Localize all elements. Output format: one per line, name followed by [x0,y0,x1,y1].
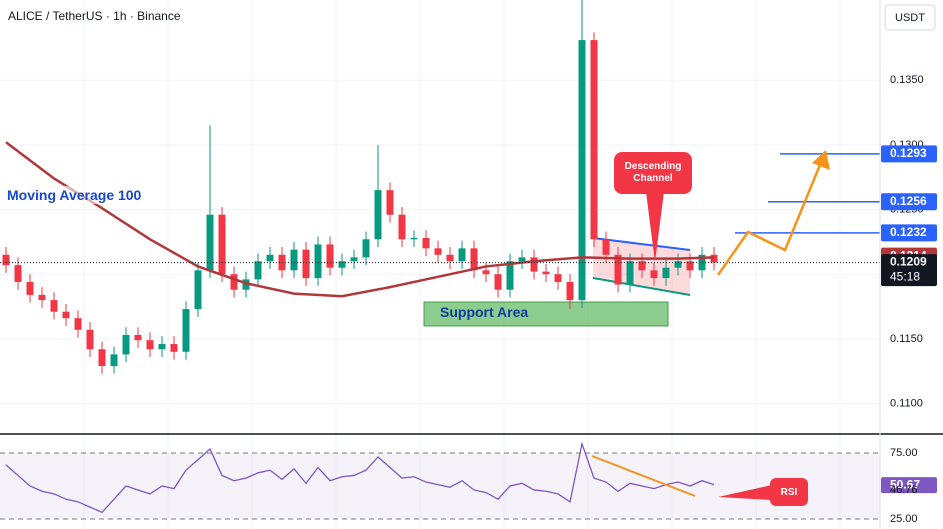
candle-body [410,237,418,240]
candle-body [674,261,682,268]
candle-body [74,318,82,330]
rsi-tag [881,477,937,494]
candle-body [38,294,46,301]
price-tag [881,224,937,242]
candle-body [14,265,22,282]
candle-body [194,270,202,310]
candle-body [518,257,526,262]
candle-body [362,239,370,258]
chart-title: ALICE / TetherUS · 1h · Binance [8,9,181,23]
candle-body [302,249,310,279]
y-tick-label: 0.1100 [890,397,923,409]
candle-body [494,274,502,290]
support-area [423,301,669,327]
moving-average [5,141,715,298]
candle-body [182,309,190,352]
y-tick-label: 0.1350 [890,74,924,86]
candle-body [482,270,490,275]
candle-body [254,261,262,280]
countdown: 45:18 [890,270,920,284]
candle-body [146,340,154,350]
ma-label: Moving Average 100 [4,186,145,204]
candle-body [470,248,478,271]
candle-body [650,270,658,279]
candle-body [206,214,214,271]
projection-arrow [716,159,824,276]
rsi-label: 75.00 [890,447,918,459]
grid [0,0,880,529]
currency-box[interactable] [884,4,936,31]
price-tag [881,193,937,211]
candle-body [86,329,94,350]
channel-callout: Descending Channel [614,152,692,194]
candle-body [230,274,238,290]
candle-body [638,261,646,271]
candle-body [602,239,610,255]
candle-body [26,281,34,295]
candle-body [338,261,346,268]
candle-body [2,254,10,266]
candle-body [134,334,142,341]
y-tick-label: 0.1150 [890,333,923,345]
candle-body [386,190,394,215]
candle-body [422,237,430,249]
callout-pointer [646,192,664,262]
candle-body [50,300,58,312]
candle-body [614,254,622,285]
price-tag-label: 0.1232 [890,225,927,239]
candle-body [326,244,334,268]
price-tag [881,145,937,163]
price-tag-label: 0.1209 [890,255,927,269]
candle-body [662,267,670,279]
candle-body [62,311,70,319]
candle-body [218,214,226,275]
rsi-label: 25.00 [890,513,918,525]
candle-body [458,248,466,262]
candle-body [554,274,562,282]
candle-body [170,344,178,352]
candle-body [434,248,442,255]
channel-bottom [592,277,691,296]
price-tag-label: 0.1293 [890,146,927,160]
candle-body [686,261,694,271]
candle-body [578,40,586,301]
candle-body [398,214,406,240]
candle-body [122,334,130,355]
candle-body [446,254,454,262]
rsi-pointer [718,485,772,500]
candle-body [542,271,550,275]
candles [2,0,718,514]
rsi-label: 46.76 [890,484,918,496]
candle-body [110,354,118,367]
price-tag [881,254,937,287]
price-tag-label: 0.1256 [890,194,927,208]
candle-body [290,249,298,271]
levels [0,153,880,264]
support-label: Support Area [440,304,529,320]
rsi-callout: RSI [770,478,808,506]
candle-body [350,257,358,262]
candle-body [530,257,538,272]
arrow-head [812,150,830,170]
candle-body [242,279,250,290]
divergence-line [591,455,696,497]
candle-body [266,254,274,262]
candle-body [566,281,574,301]
candle-body [374,190,382,240]
candle-body [314,244,322,279]
candle-body [158,344,166,350]
currency: USDT [895,12,925,24]
price-scale: 0.11000.11500.12000.12500.13000.13500.12… [881,74,937,525]
candle-body [590,40,598,240]
rsi-line [5,441,715,514]
candle-body [710,254,718,263]
candle-body [98,349,106,367]
candle-body [626,261,634,285]
candle-body [506,261,514,290]
rsi-band [0,453,880,519]
rsi-label: 50.67 [890,477,920,491]
